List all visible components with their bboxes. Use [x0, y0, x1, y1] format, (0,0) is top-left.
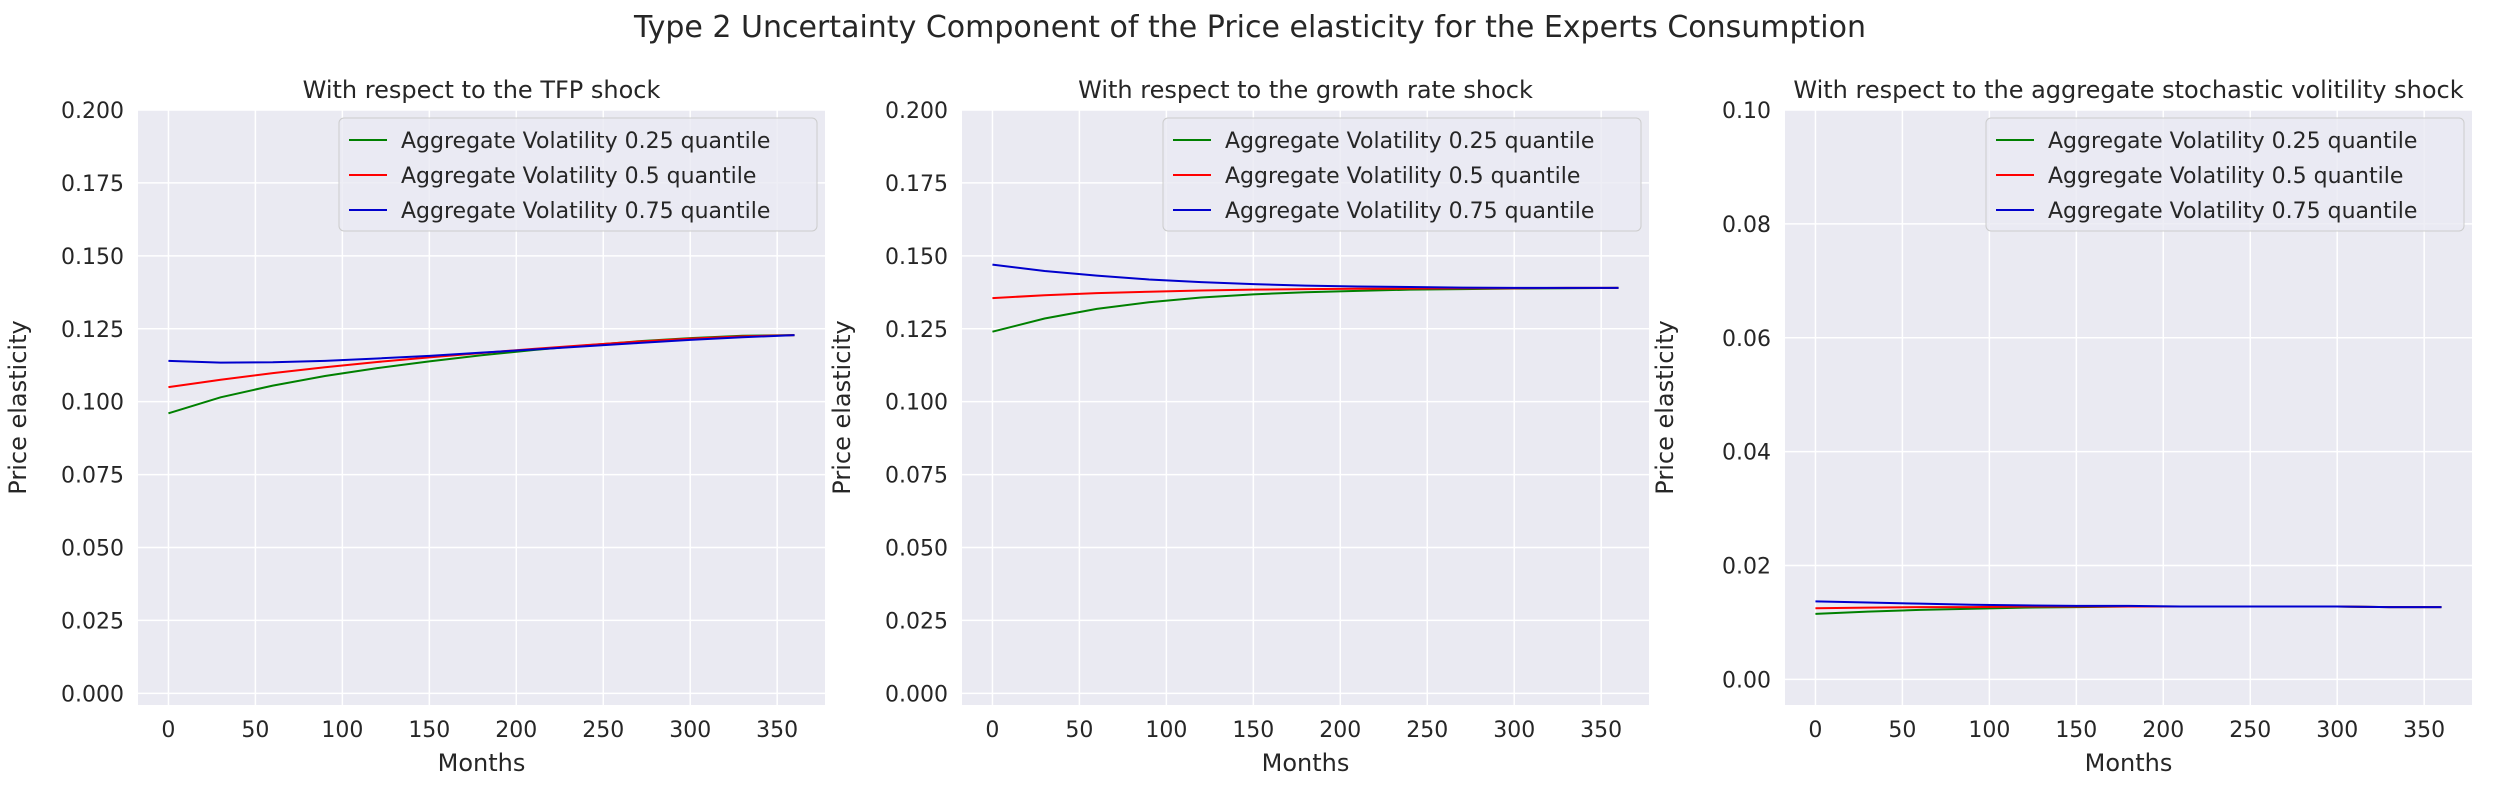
figure-title: Type 2 Uncertainty Component of the Pric… [633, 10, 1867, 45]
panel-3-legend-label-1: Aggregate Volatility 0.25 quantile [2048, 129, 2417, 154]
panel-1-series-3-line [168, 334, 795, 364]
panel-1-x-tick-label: 100 [321, 718, 363, 743]
panel-2-x-tick-label: 150 [1232, 718, 1274, 743]
panel-2-y-tick-label: 0.075 [885, 464, 948, 489]
panel-2-y-tick-label: 0.150 [885, 245, 948, 270]
panel-3-x-tick-label: 250 [2229, 718, 2271, 743]
panel-1-x-axis-label: Months [438, 749, 526, 777]
panel-3-y-axis-label: Price elasticity [1651, 320, 1679, 494]
panel-2-y-tick-label: 0.050 [885, 537, 948, 562]
panel-1-legend-label-3: Aggregate Volatility 0.75 quantile [401, 199, 770, 224]
panel-2-series-3-line [992, 263, 1619, 289]
panel-2-title: With respect to the growth rate shock [1078, 76, 1533, 104]
panel-3-x-tick-label: 300 [2316, 718, 2358, 743]
panel-3-x-tick-label: 150 [2055, 718, 2097, 743]
panel-1-legend [338, 117, 818, 232]
panel-1-y-tick-label: 0.050 [61, 537, 124, 562]
panel-2-y-tick-label: 0.125 [885, 318, 948, 343]
panel-3-legend-label-3: Aggregate Volatility 0.75 quantile [2048, 199, 2417, 224]
panel-3-legend [1985, 117, 2465, 232]
panel-1-y-tick-label: 0.000 [61, 682, 124, 707]
panel-2-y-tick-label: 0.175 [885, 172, 948, 197]
panel-1-y-tick-label: 0.075 [61, 464, 124, 489]
panel-2-x-tick-label: 50 [1065, 718, 1093, 743]
panel-2-y-tick-label: 0.000 [885, 682, 948, 707]
panel-2-x-tick-label: 0 [985, 718, 999, 743]
panel-1-x-tick-label: 300 [669, 718, 711, 743]
panel-1-x-tick-label: 50 [241, 718, 269, 743]
panel-1-x-tick-label: 200 [495, 718, 537, 743]
panel-1-y-tick-label: 0.175 [61, 172, 124, 197]
panel-1-title: With respect to the TFP shock [303, 76, 661, 104]
panel-3-x-tick-label: 100 [1968, 718, 2010, 743]
panel-1-legend-label-2: Aggregate Volatility 0.5 quantile [401, 164, 756, 189]
panel-2-x-tick-label: 250 [1406, 718, 1448, 743]
panel-2-x-axis-label: Months [1262, 749, 1350, 777]
panel-3-y-tick-label: 0.08 [1722, 213, 1771, 238]
panel-1-y-tick-label: 0.200 [61, 99, 124, 124]
panel-3-x-tick-label: 200 [2142, 718, 2184, 743]
panel-3-series-3-line [1815, 600, 2442, 609]
panel-3-title: With respect to the aggregate stochastic… [1793, 76, 2463, 104]
panel-2-x-tick-label: 100 [1145, 718, 1187, 743]
panel-1-y-tick-label: 0.100 [61, 391, 124, 416]
panel-2-legend-label-2: Aggregate Volatility 0.5 quantile [1225, 164, 1580, 189]
panel-2-x-tick-label: 200 [1319, 718, 1361, 743]
panel-1-y-tick-label: 0.150 [61, 245, 124, 270]
panel-3-x-axis-label: Months [2085, 749, 2173, 777]
panel-1-legend-label-1: Aggregate Volatility 0.25 quantile [401, 129, 770, 154]
panel-3-y-tick-label: 0.00 [1722, 668, 1771, 693]
panel-3-x-tick-label: 350 [2403, 718, 2445, 743]
panel-2-legend [1162, 117, 1642, 232]
panel-2-legend-label-1: Aggregate Volatility 0.25 quantile [1225, 129, 1594, 154]
panel-3-x-tick-label: 0 [1808, 718, 1822, 743]
panel-3-x-tick-label: 50 [1888, 718, 1916, 743]
panel-1-x-tick-label: 0 [161, 718, 175, 743]
panel-1-y-axis-label: Price elasticity [4, 320, 32, 494]
panel-2-x-tick-label: 350 [1580, 718, 1622, 743]
panel-2-y-axis-label: Price elasticity [828, 320, 856, 494]
panel-3-legend-label-2: Aggregate Volatility 0.5 quantile [2048, 164, 2403, 189]
panel-1-x-tick-label: 150 [408, 718, 450, 743]
panel-1-y-tick-label: 0.025 [61, 609, 124, 634]
panel-3-y-tick-label: 0.02 [1722, 555, 1771, 580]
panel-2-y-tick-label: 0.100 [885, 391, 948, 416]
panel-2-legend-label-3: Aggregate Volatility 0.75 quantile [1225, 199, 1594, 224]
panel-3-y-tick-label: 0.06 [1722, 327, 1771, 352]
panel-2-x-tick-label: 300 [1493, 718, 1535, 743]
panel-3-y-tick-label: 0.10 [1722, 99, 1771, 124]
panel-1-x-tick-label: 250 [582, 718, 624, 743]
panel-2-y-tick-label: 0.025 [885, 609, 948, 634]
panel-2-y-tick-label: 0.200 [885, 99, 948, 124]
panel-3-y-tick-label: 0.04 [1722, 441, 1771, 466]
panel-1-y-tick-label: 0.125 [61, 318, 124, 343]
panel-1-x-tick-label: 350 [756, 718, 798, 743]
